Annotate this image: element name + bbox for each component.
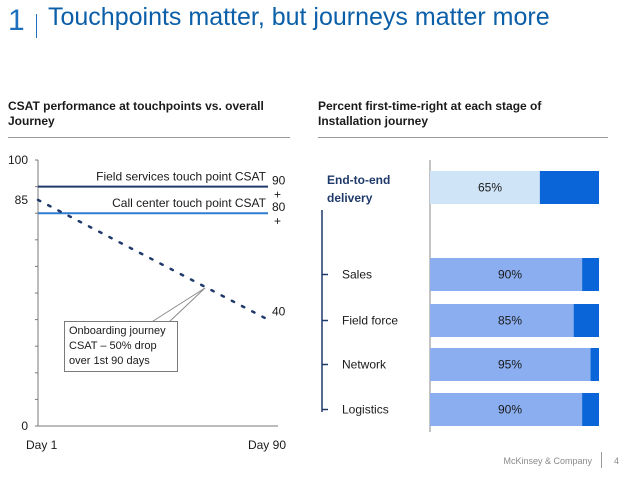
series-end-label: 90 + — [272, 174, 286, 202]
onboarding-journey-line — [36, 198, 270, 321]
bar-end-to-end-delivery-value — [430, 171, 540, 204]
end-to-end-label: End-to-end delivery — [327, 173, 391, 205]
bar-end-to-end-delivery-label: 65% — [478, 181, 502, 195]
left-panel-title: CSAT performance at touchpoints vs. over… — [8, 99, 264, 128]
series-end-label: 40 — [272, 305, 286, 319]
stage-label-sales: Sales — [342, 268, 372, 282]
bar-field-force-remainder — [573, 304, 599, 337]
bar-end-to-end-delivery-remainder — [539, 171, 599, 204]
footer-company: McKinsey & Company — [503, 456, 592, 466]
bar-field-force-value — [430, 304, 574, 337]
x-tick-label: Day 90 — [248, 438, 286, 452]
onboarding-annotation: Onboarding journey CSAT – 50% drop over … — [64, 321, 178, 372]
y-tick-label: 85 — [15, 193, 29, 207]
footer-divider — [601, 452, 602, 468]
bar-logistics-remainder — [582, 393, 599, 426]
bar-logistics-label: 90% — [498, 403, 522, 417]
bar-sales-value — [430, 258, 583, 291]
right-panel-title: Percent first-time-right at each stage o… — [318, 99, 542, 128]
bar-logistics-value — [430, 393, 583, 426]
bar-network-label: 95% — [498, 358, 522, 372]
y-tick-label: 0 — [21, 419, 28, 433]
bar-network-value — [430, 348, 591, 381]
csat-line-chart: 100 85 0 Day 1 Day 90 Field services touch po… — [8, 153, 286, 452]
stage-label-field-force: Field force — [342, 314, 398, 328]
bar-network-remainder — [590, 348, 599, 381]
bar-sales-remainder — [582, 258, 599, 291]
left-panel-rule — [8, 137, 290, 138]
bar-sales-label: 90% — [498, 268, 522, 282]
annotation-pointer — [167, 287, 206, 324]
right-panel-rule — [318, 137, 608, 138]
footer-page-number: 4 — [614, 456, 620, 466]
annotation-pointer — [149, 287, 206, 324]
series-label: Call center touch point CSAT — [112, 196, 267, 210]
x-tick-label: Day 1 — [26, 438, 58, 452]
stage-label-network: Network — [342, 358, 387, 372]
title-divider — [36, 14, 37, 38]
first-time-right-bar-chart: 65% 90% Sales 85% Field force 95% Network 90% Lo… — [321, 160, 599, 432]
stage-label-logistics: Logistics — [342, 403, 389, 417]
bar-field-force-label: 85% — [498, 314, 522, 328]
page-title: Touchpoints matter, but journeys matter … — [48, 3, 550, 31]
slide-number: 1 — [8, 4, 25, 37]
y-tick-label: 100 — [8, 153, 28, 167]
series-label: Field services touch point CSAT — [96, 170, 267, 184]
series-end-label: 80 + — [272, 200, 286, 228]
